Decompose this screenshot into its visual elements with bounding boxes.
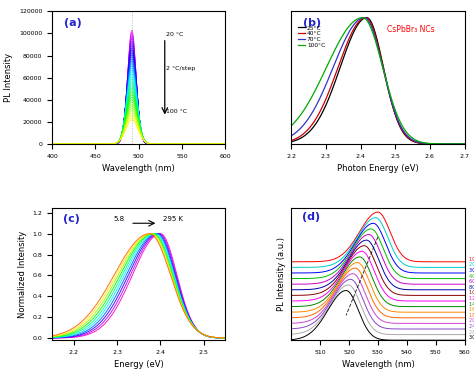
- 25°C: [392, 112, 398, 116]
- Line: 40°C: 40°C: [274, 18, 474, 144]
- Text: 180 K: 180 K: [469, 313, 474, 318]
- X-axis label: Photon Energy (eV): Photon Energy (eV): [337, 164, 419, 173]
- Text: 240 K: 240 K: [469, 324, 474, 329]
- Text: (a): (a): [64, 18, 82, 28]
- Text: 60 K: 60 K: [469, 279, 474, 284]
- 40°C: [429, 142, 435, 146]
- Text: (d): (d): [301, 212, 320, 222]
- 40°C: [450, 142, 456, 146]
- Text: 20 °C: 20 °C: [166, 32, 184, 37]
- 25°C: [284, 140, 290, 145]
- 40°C: [392, 111, 398, 116]
- X-axis label: Energy (eV): Energy (eV): [114, 361, 164, 369]
- Y-axis label: PL Intensity: PL Intensity: [4, 53, 13, 102]
- 70°C: [398, 123, 403, 128]
- 100°C: [271, 135, 277, 140]
- Text: CsPbBr₃ NCs: CsPbBr₃ NCs: [387, 25, 434, 34]
- Text: 280 K: 280 K: [469, 330, 474, 335]
- 70°C: [361, 15, 367, 20]
- X-axis label: Wavelength (nm): Wavelength (nm): [102, 164, 175, 173]
- 25°C: [450, 142, 456, 146]
- Text: 80 K: 80 K: [469, 285, 474, 290]
- Text: 200 K: 200 K: [469, 318, 474, 324]
- Line: 100°C: 100°C: [274, 18, 474, 144]
- Text: 10 K: 10 K: [469, 257, 474, 262]
- 100°C: [429, 141, 435, 146]
- Text: 40 K: 40 K: [469, 274, 474, 279]
- 25°C: [271, 141, 277, 146]
- Line: 25°C: 25°C: [274, 18, 474, 144]
- 100°C: [360, 15, 365, 20]
- Text: (c): (c): [63, 214, 80, 224]
- 100°C: [450, 142, 456, 146]
- Text: 30 K: 30 K: [469, 268, 474, 273]
- Text: 20 K: 20 K: [469, 262, 474, 267]
- Text: 295 K: 295 K: [163, 216, 182, 222]
- 25°C: [429, 142, 435, 146]
- 25°C: [364, 15, 370, 20]
- 40°C: [271, 141, 277, 146]
- 100°C: [398, 120, 403, 125]
- 70°C: [429, 141, 435, 146]
- X-axis label: Wavelength (nm): Wavelength (nm): [341, 361, 414, 369]
- 40°C: [398, 125, 403, 129]
- Y-axis label: PL Intensity (a.u.): PL Intensity (a.u.): [277, 237, 286, 311]
- Line: 70°C: 70°C: [274, 18, 474, 144]
- Y-axis label: Normalized Intensity: Normalized Intensity: [18, 230, 27, 318]
- 100°C: [284, 128, 290, 132]
- Text: 100 K: 100 K: [469, 290, 474, 296]
- Text: 300 K: 300 K: [469, 335, 474, 340]
- 25°C: [404, 135, 410, 139]
- Legend: 25°C, 40°C, 70°C, 100°C: 25°C, 40°C, 70°C, 100°C: [298, 25, 326, 49]
- 70°C: [271, 140, 277, 144]
- 25°C: [398, 125, 403, 130]
- Text: 140 K: 140 K: [469, 302, 474, 307]
- 100°C: [404, 130, 410, 135]
- 100°C: [392, 107, 398, 112]
- Text: 160 K: 160 K: [469, 307, 474, 312]
- Text: (b): (b): [303, 18, 321, 28]
- 40°C: [404, 134, 410, 138]
- 70°C: [284, 136, 290, 141]
- 70°C: [450, 142, 456, 146]
- Text: 120 K: 120 K: [469, 296, 474, 301]
- 70°C: [392, 110, 398, 115]
- Text: 100 °C: 100 °C: [166, 109, 188, 115]
- Text: 5.8: 5.8: [114, 216, 125, 222]
- 70°C: [404, 133, 410, 137]
- 40°C: [284, 139, 290, 144]
- Text: 2 °C/step: 2 °C/step: [166, 66, 196, 71]
- 40°C: [363, 15, 369, 20]
